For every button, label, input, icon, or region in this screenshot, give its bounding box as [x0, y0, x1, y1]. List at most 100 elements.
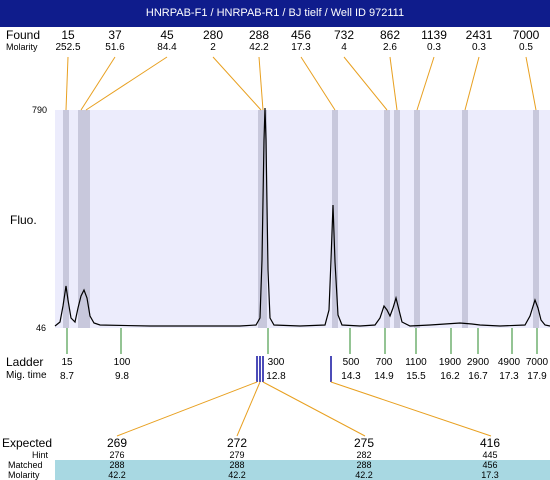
title-bar: HNRPAB-F1 / HNRPAB-R1 / BJ tielf / Well …	[0, 0, 550, 27]
found-value: 2431	[465, 28, 493, 42]
expected-markers	[256, 356, 332, 382]
connector-line	[300, 56, 336, 111]
connector-line	[116, 381, 258, 437]
peak-band	[414, 110, 420, 328]
found-value: 732	[333, 28, 355, 42]
ladder-size: 4900	[497, 357, 521, 368]
ladder-size: 100	[113, 357, 131, 368]
ladder-mig-time: 17.9	[527, 371, 547, 382]
found-value: 1139	[421, 28, 447, 42]
molarity-value: 42.2	[228, 470, 246, 480]
found-value: 15	[61, 28, 75, 42]
hint-value: 445	[482, 450, 498, 460]
ladder-mig-time: 12.8	[266, 371, 286, 382]
ladder-size: 7000	[525, 357, 549, 368]
matched-row-highlight	[55, 460, 550, 480]
matched-value: 288	[109, 460, 125, 470]
ladder-size: 700	[375, 357, 393, 368]
peak-band	[462, 110, 468, 328]
matched-value: 288	[356, 460, 372, 470]
hint-value: 276	[109, 450, 125, 460]
connector-line	[389, 56, 398, 111]
y-axis-max: 790	[32, 105, 48, 115]
mig-time-label: Mig. time	[6, 370, 47, 381]
ladder-size: 2900	[466, 357, 490, 368]
ladder-size: 15	[61, 357, 73, 368]
expected-connectors	[116, 381, 492, 437]
found-molarity: 51.6	[105, 42, 125, 53]
molarity-value: 42.2	[355, 470, 373, 480]
connector-line	[525, 56, 537, 111]
found-label: Found	[6, 28, 41, 42]
y-axis-min: 46	[36, 323, 47, 333]
ladder-size: 300	[267, 357, 285, 368]
found-molarity: 2	[210, 42, 216, 53]
found-molarity: 4	[341, 42, 347, 53]
ladder-label: Ladder	[6, 355, 44, 369]
ladder-mig-time: 14.9	[374, 371, 394, 382]
ladder-mig-time: 16.2	[440, 371, 460, 382]
found-molarity: 252.5	[55, 42, 81, 53]
molarity-value: 17.3	[481, 470, 499, 480]
found-molarity: 84.4	[157, 42, 177, 53]
found-connectors	[65, 56, 537, 111]
found-molarity: 2.6	[383, 42, 397, 53]
ladder-mig-time: 14.3	[341, 371, 361, 382]
matched-label: Matched	[8, 460, 43, 470]
molarity-row-label: Molarity	[8, 470, 40, 480]
matched-value: 456	[482, 460, 498, 470]
connector-line	[416, 56, 435, 111]
ladder-mig-time: 15.5	[406, 371, 426, 382]
connector-line	[262, 381, 366, 437]
found-value: 280	[202, 28, 224, 42]
expected-size: 272	[226, 436, 248, 450]
connector-line	[65, 56, 69, 111]
peak-band	[533, 110, 539, 328]
found-molarity: 0.3	[427, 42, 441, 53]
ladder-ticks	[66, 328, 538, 354]
connector-line	[330, 381, 492, 437]
ladder-size: 1100	[405, 357, 427, 368]
peak-band	[394, 110, 400, 328]
connector-line	[80, 56, 116, 111]
connector-line	[85, 56, 168, 111]
y-axis-title: Fluo.	[10, 213, 37, 227]
connector-line	[212, 56, 262, 111]
ladder-mig-time: 9.8	[115, 371, 129, 382]
ladder-mig-time: 8.7	[60, 371, 74, 382]
found-molarity: 0.3	[472, 42, 486, 53]
peak-band	[63, 110, 69, 328]
expected-size: 269	[106, 436, 128, 450]
found-value: 456	[290, 28, 312, 42]
found-molarity: 17.3	[291, 42, 311, 53]
expected-size: 416	[479, 436, 501, 450]
ladder-size: 500	[342, 357, 360, 368]
expected-label: Expected	[2, 436, 53, 450]
window-title: HNRPAB-F1 / HNRPAB-R1 / BJ tielf / Well …	[145, 7, 405, 19]
ladder-size: 1900	[438, 357, 462, 368]
matched-value: 288	[229, 460, 245, 470]
expected-size: 275	[353, 436, 375, 450]
found-molarity: 0.5	[519, 42, 533, 53]
connector-line	[464, 56, 480, 111]
found-molarity: 42.2	[249, 42, 269, 53]
hint-label: Hint	[32, 450, 49, 460]
found-value: 7000	[512, 28, 540, 42]
molarity-label: Molarity	[6, 42, 38, 52]
peak-band	[384, 110, 390, 328]
found-value: 862	[379, 28, 401, 42]
plot-area	[55, 110, 550, 328]
found-value: 37	[108, 28, 122, 42]
hint-value: 279	[229, 450, 245, 460]
found-value: 288	[248, 28, 270, 42]
molarity-value: 42.2	[108, 470, 126, 480]
peak-band	[78, 110, 90, 328]
connector-line	[236, 381, 261, 437]
hint-value: 282	[356, 450, 372, 460]
ladder-mig-time: 16.7	[468, 371, 488, 382]
ladder-mig-time: 17.3	[499, 371, 519, 382]
connector-line	[258, 56, 264, 111]
found-value: 45	[160, 28, 174, 42]
peak-band	[332, 110, 338, 328]
